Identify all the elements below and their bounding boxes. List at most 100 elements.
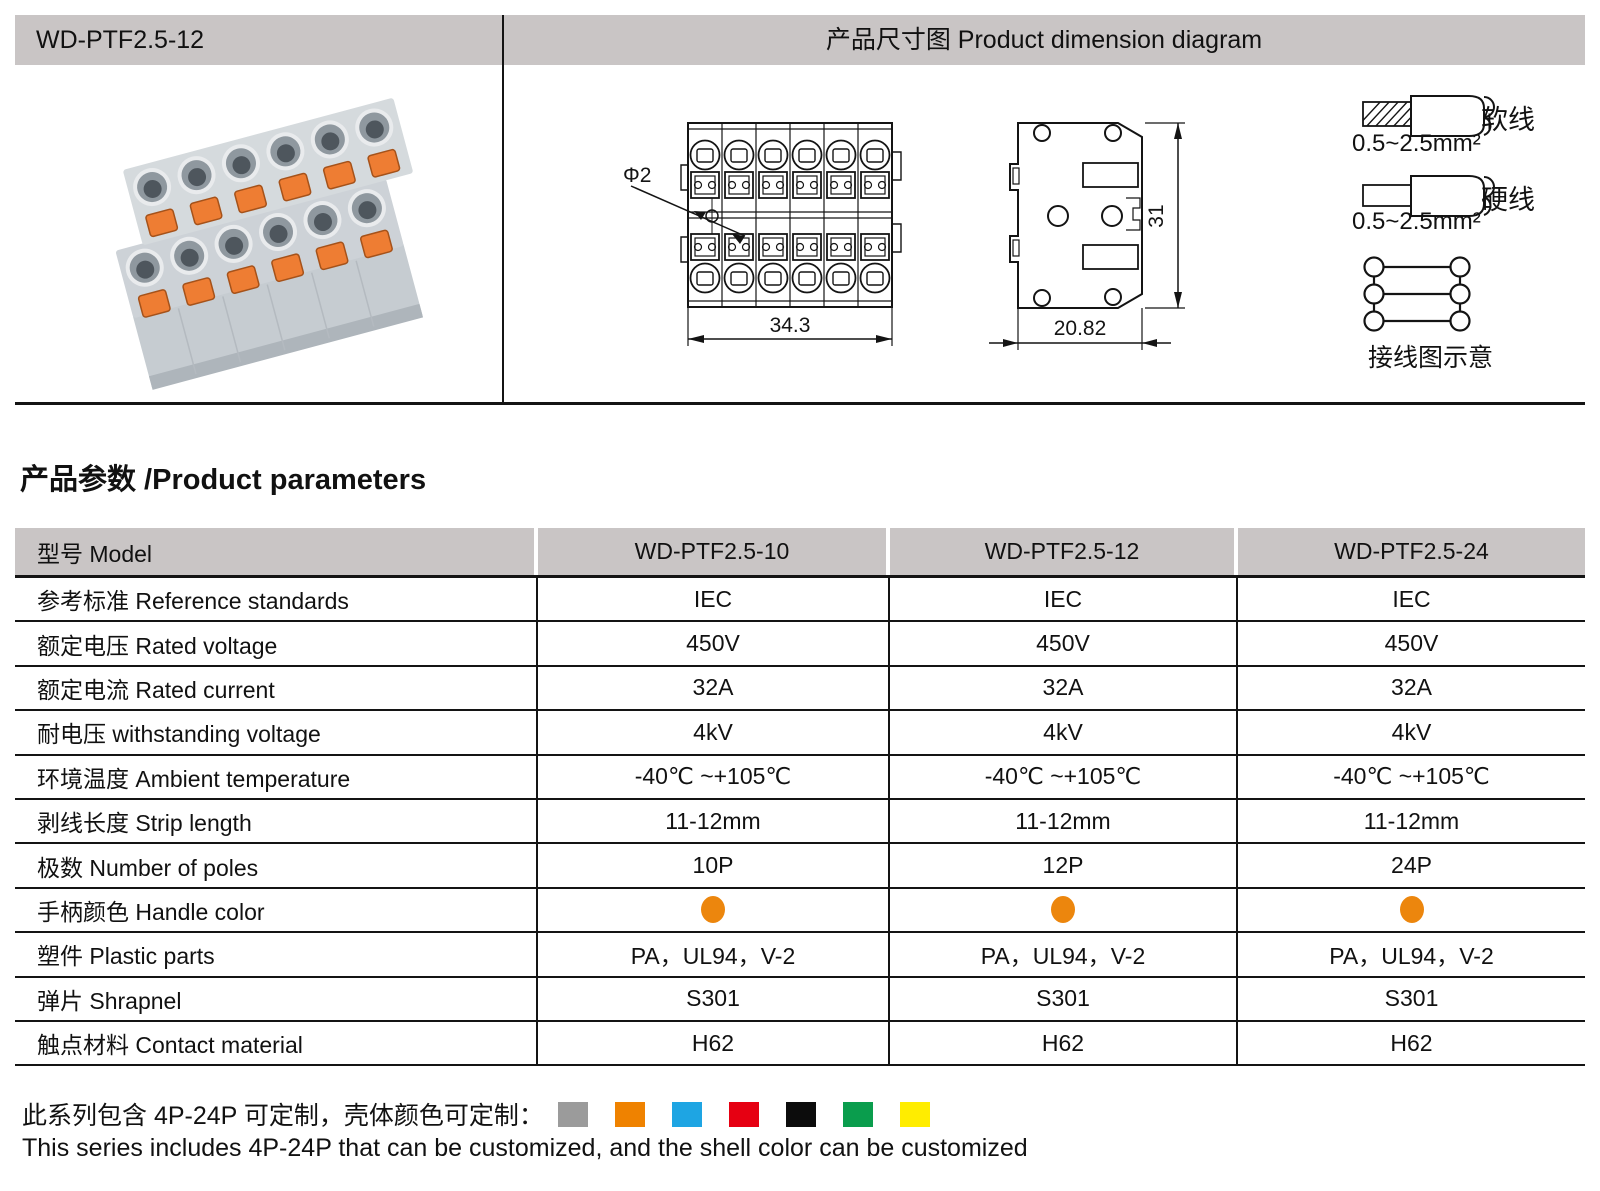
back-row-wire-holes — [133, 108, 394, 207]
shell-color-swatch — [785, 1101, 816, 1127]
shell-color-swatch — [842, 1101, 873, 1127]
table-cell: 4kV — [536, 711, 888, 754]
front-width-dimension: 34.3 — [770, 314, 811, 337]
param-label: 手柄颜色 Handle color — [37, 898, 265, 925]
param-label: 触点材料 Contact material — [37, 1032, 303, 1059]
handle-color-dot — [1399, 896, 1424, 924]
table-cell: 12P — [888, 844, 1236, 887]
table-header-model-2: WD-PTF2.5-12 — [890, 528, 1234, 575]
table-cell: IEC — [1236, 578, 1585, 621]
table-row: 弹片 Shrapnel S301 S301 S301 — [15, 977, 1585, 1022]
table-cell: PA，UL94，V-2 — [1236, 933, 1585, 976]
param-label: 极数 Number of poles — [37, 854, 259, 881]
table-row: 极数 Number of poles 10P 12P 24P — [15, 844, 1585, 889]
table-cell: S301 — [1236, 977, 1585, 1020]
wiring-diagram-icon — [1363, 256, 1471, 332]
table-header-model-label: 型号 Model — [15, 528, 534, 575]
table-row: 参考标准 Reference standards IEC IEC IEC — [15, 578, 1585, 623]
table-cell: 450V — [888, 622, 1236, 665]
customization-note-zh: 此系列包含 4P-24P 可定制，壳体颜色可定制： — [22, 1102, 544, 1130]
soft-wire-label: 软线 — [1481, 105, 1535, 135]
param-label: 参考标准 Reference standards — [37, 588, 349, 615]
param-label: 额定电流 Rated current — [37, 676, 275, 703]
param-label: 额定电压 Rated voltage — [37, 632, 278, 659]
shell-color-swatch — [557, 1101, 588, 1127]
param-label: 剥线长度 Strip length — [37, 810, 252, 837]
table-cell: -40℃ ~+105℃ — [888, 755, 1236, 798]
table-cell: 4kV — [1236, 711, 1585, 754]
shell-color-swatch — [899, 1101, 930, 1127]
table-cell: H62 — [888, 1021, 1236, 1065]
handle-color-dot — [1051, 896, 1075, 924]
customization-note-en: This series includes 4P-24P that can be … — [22, 1134, 1028, 1162]
table-cell: 11-12mm — [536, 799, 888, 843]
soft-wire-icon — [1362, 95, 1495, 137]
table-cell: IEC — [536, 578, 888, 621]
table-cell: PA，UL94，V-2 — [536, 933, 888, 976]
table-header-row: 型号 Model WD-PTF2.5-10 WD-PTF2.5-12 WD-PT… — [15, 528, 1585, 575]
product-photo — [116, 98, 424, 390]
param-label: 环境温度 Ambient temperature — [37, 765, 351, 792]
param-label: 弹片 Shrapnel — [37, 987, 182, 1014]
table-header-model-3: WD-PTF2.5-24 — [1238, 528, 1585, 575]
table-row: 塑件 Plastic parts PA，UL94，V-2 PA，UL94，V-2… — [15, 933, 1585, 978]
table-cell: 450V — [1236, 622, 1585, 665]
table-row: 触点材料 Contact material H62 H62 H62 — [15, 1021, 1585, 1067]
customization-note-zh-row: 此系列包含 4P-24P 可定制，壳体颜色可定制： — [22, 1096, 930, 1132]
table-row: 环境温度 Ambient temperature -40℃ ~+105℃ -40… — [15, 755, 1585, 800]
dimension-section-title: 产品尺寸图 Product dimension diagram — [825, 26, 1263, 54]
back-row-orange-levers — [145, 148, 401, 238]
side-view-diagram: 31 20.82 — [989, 122, 1185, 350]
side-width-dimension: 20.82 — [1054, 317, 1107, 340]
hard-wire-icon — [1362, 175, 1495, 217]
table-cell — [1236, 888, 1585, 932]
table-cell: -40℃ ~+105℃ — [1236, 755, 1585, 798]
side-height-dimension: 31 — [1145, 204, 1168, 227]
front-row-wire-holes — [125, 189, 386, 287]
table-cell: PA，UL94，V-2 — [888, 933, 1236, 976]
hard-wire-range: 0.5~2.5mm² — [1352, 208, 1481, 235]
table-cell: 32A — [888, 666, 1236, 710]
param-label: 塑件 Plastic parts — [37, 943, 215, 970]
front-row-orange-levers — [137, 229, 393, 318]
table-cell: 32A — [1236, 666, 1585, 710]
table-cell: IEC — [888, 578, 1236, 621]
table-cell: 32A — [536, 666, 888, 710]
table-cell: -40℃ ~+105℃ — [536, 755, 888, 798]
parameters-section-title: 产品参数 /Product parameters — [20, 464, 427, 496]
vertical-divider — [502, 15, 504, 405]
table-cell: 11-12mm — [1236, 799, 1585, 843]
table-cell: 24P — [1236, 844, 1585, 887]
table-cell: H62 — [1236, 1021, 1585, 1065]
table-cell: 11-12mm — [888, 799, 1236, 843]
table-cell: S301 — [536, 977, 888, 1020]
shell-color-swatch — [614, 1101, 645, 1127]
section-bottom-border — [15, 402, 1585, 405]
table-row: 耐电压 withstanding voltage 4kV 4kV 4kV — [15, 711, 1585, 756]
table-cell: H62 — [536, 1021, 888, 1065]
table-body: 参考标准 Reference standards IEC IEC IEC 额定电… — [15, 575, 1585, 1067]
shell-color-swatch — [671, 1101, 702, 1127]
soft-wire-range: 0.5~2.5mm² — [1352, 130, 1481, 157]
hard-wire-label: 硬线 — [1481, 185, 1535, 215]
table-cell — [888, 888, 1236, 932]
parameters-table: 型号 Model WD-PTF2.5-10 WD-PTF2.5-12 WD-PT… — [15, 528, 1585, 1067]
table-cell: S301 — [888, 977, 1236, 1020]
shell-color-swatch — [728, 1101, 759, 1127]
table-row-handle-color: 手柄颜色 Handle color — [15, 888, 1585, 934]
table-cell: 450V — [536, 622, 888, 665]
table-row: 额定电流 Rated current 32A 32A 32A — [15, 666, 1585, 712]
front-view-diagram: Φ2 34.3 — [623, 122, 902, 346]
wiring-diagram-caption: 接线图示意 — [1368, 344, 1494, 372]
page-title: WD-PTF2.5-12 — [36, 26, 205, 54]
table-row: 额定电压 Rated voltage 450V 450V 450V — [15, 622, 1585, 667]
table-header-model-1: WD-PTF2.5-10 — [538, 528, 886, 575]
handle-color-dot — [701, 896, 725, 924]
table-cell — [536, 888, 888, 932]
table-cell: 10P — [536, 844, 888, 887]
phi2-label: Φ2 — [623, 164, 651, 187]
param-label: 耐电压 withstanding voltage — [37, 721, 321, 748]
header-bar: WD-PTF2.5-12 产品尺寸图 Product dimension dia… — [15, 15, 1585, 65]
table-cell: 4kV — [888, 711, 1236, 754]
